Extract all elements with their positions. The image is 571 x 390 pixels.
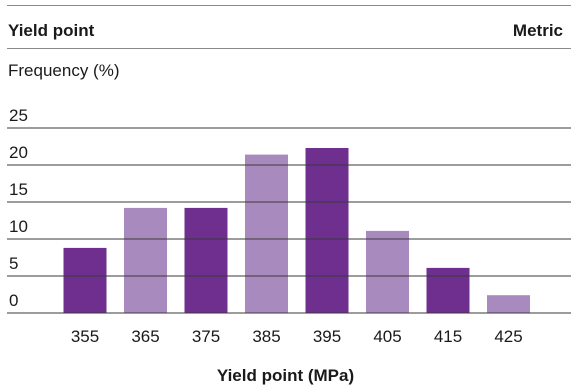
bar-385 [245, 154, 288, 313]
x-tick-label-415: 415 [434, 327, 462, 346]
bar-365 [124, 207, 167, 313]
y-tick-label-20: 20 [9, 143, 28, 162]
header-divider [7, 48, 571, 49]
unit-system-label: Metric [512, 21, 563, 40]
x-tick-label-425: 425 [494, 327, 522, 346]
y-axis-label: Frequency (%) [8, 61, 120, 80]
y-tick-label-10: 10 [9, 217, 28, 236]
y-tick-label-5: 5 [9, 254, 18, 273]
x-tick-label-365: 365 [131, 327, 159, 346]
bar-355 [63, 247, 107, 313]
bar-405 [366, 230, 409, 313]
bar-415 [426, 267, 470, 313]
chart-title: Yield point [8, 21, 95, 40]
y-tick-label-0: 0 [9, 291, 18, 310]
x-tick-label-395: 395 [313, 327, 341, 346]
x-tick-label-405: 405 [373, 327, 401, 346]
x-tick-label-385: 385 [252, 327, 280, 346]
bar-425 [487, 295, 530, 313]
x-tick-label-355: 355 [71, 327, 99, 346]
top-divider [7, 5, 571, 6]
x-tick-label-375: 375 [192, 327, 220, 346]
y-tick-label-15: 15 [9, 180, 28, 199]
bar-375 [184, 207, 228, 313]
bar-395 [305, 148, 349, 313]
y-tick-label-25: 25 [9, 106, 28, 125]
x-axis-label: Yield point (MPa) [216, 366, 355, 385]
